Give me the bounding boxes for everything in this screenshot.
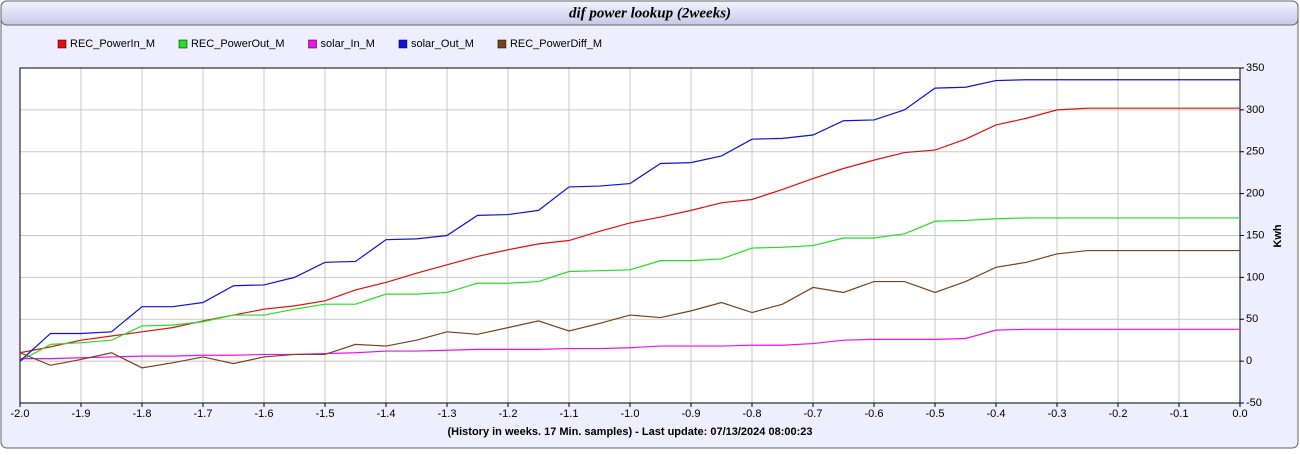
legend-label: solar_In_M bbox=[321, 38, 375, 50]
y-tick-label: 100 bbox=[1246, 271, 1264, 283]
x-tick-label: -1.1 bbox=[560, 408, 579, 420]
legend-swatch bbox=[497, 39, 507, 49]
x-tick-label: -1.9 bbox=[72, 408, 91, 420]
x-axis-label: (History in weeks. 17 Min. samples) - La… bbox=[448, 426, 813, 438]
y-tick-label: 50 bbox=[1246, 313, 1258, 325]
legend-label: REC_PowerDiff_M bbox=[510, 38, 602, 50]
plot-border bbox=[19, 67, 1241, 404]
x-tick-label: -1.3 bbox=[438, 408, 457, 420]
data-line bbox=[19, 249, 1240, 369]
x-tick-label: -1.2 bbox=[499, 408, 518, 420]
data-line bbox=[20, 328, 1240, 360]
x-tick-label: 0.0 bbox=[1232, 408, 1247, 420]
y-tick-label: 0 bbox=[1246, 355, 1252, 367]
legend-label: REC_PowerOut_M bbox=[191, 38, 285, 50]
y-tick-label: 350 bbox=[1246, 62, 1264, 74]
legend-swatch bbox=[308, 39, 317, 49]
x-tick-label: -0.1 bbox=[1170, 408, 1189, 420]
x-tick-label: -0.6 bbox=[865, 408, 884, 420]
x-tick-label: -2.0 bbox=[11, 408, 30, 420]
x-tick-label: -1.7 bbox=[194, 408, 213, 420]
x-tick-label: -1.0 bbox=[621, 408, 640, 420]
legend-swatch bbox=[57, 39, 67, 49]
title-bar bbox=[0, 0, 1299, 26]
y-tick-label: 150 bbox=[1246, 229, 1264, 241]
x-tick-label: -0.7 bbox=[804, 408, 823, 420]
legend-label: REC_PowerIn_M bbox=[70, 38, 155, 50]
chart-title: dif power lookup (2weeks) bbox=[569, 5, 731, 21]
y-tick-label: 300 bbox=[1246, 104, 1264, 116]
x-tick-label: -0.5 bbox=[926, 408, 945, 420]
data-line bbox=[19, 217, 1240, 362]
x-tick-label: -1.6 bbox=[255, 408, 274, 420]
legend-swatch bbox=[398, 39, 408, 49]
x-tick-label: -0.4 bbox=[987, 408, 1006, 420]
x-tick-label: -0.3 bbox=[1048, 408, 1067, 420]
data-line bbox=[19, 79, 1240, 362]
x-tick-label: -0.8 bbox=[743, 408, 762, 420]
x-tick-label: -1.8 bbox=[133, 408, 152, 420]
y-axis-label: Kwh bbox=[1272, 224, 1284, 248]
y-tick-label: 200 bbox=[1246, 188, 1264, 200]
x-tick-label: -0.9 bbox=[682, 408, 701, 420]
legend-swatch bbox=[178, 39, 188, 49]
y-tick-label: -50 bbox=[1246, 397, 1262, 409]
y-tick-label: 250 bbox=[1246, 146, 1264, 158]
x-tick-label: -0.2 bbox=[1109, 408, 1128, 420]
x-tick-label: -1.5 bbox=[316, 408, 335, 420]
legend-label: solar_Out_M bbox=[411, 38, 474, 50]
x-tick-label: -1.4 bbox=[377, 408, 396, 420]
